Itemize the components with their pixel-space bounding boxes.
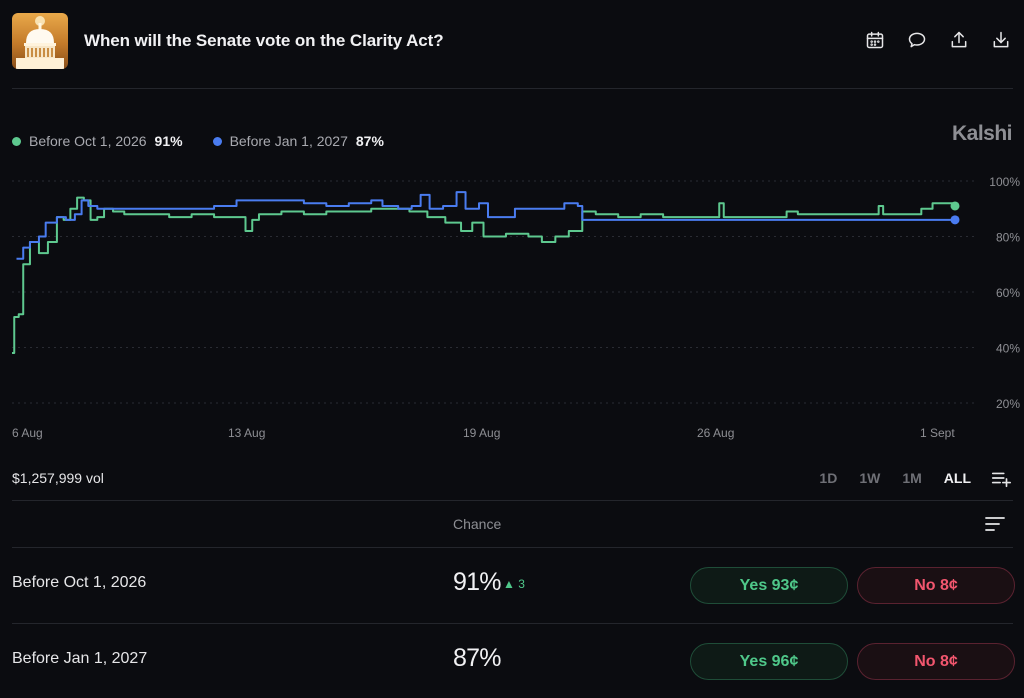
row-label: Before Jan 1, 2027 xyxy=(12,650,148,667)
legend-label: Before Jan 1, 2027 xyxy=(229,133,348,149)
x-tick-label: 1 Sept xyxy=(920,426,955,440)
table-divider xyxy=(12,547,1013,548)
x-tick-label: 26 Aug xyxy=(697,426,734,440)
y-tick-label: 100% xyxy=(989,175,1020,189)
comment-icon[interactable] xyxy=(906,29,928,51)
legend-item-jan: Before Jan 1, 2027 87% xyxy=(212,133,384,149)
row-chance: 87% xyxy=(453,644,501,672)
download-icon[interactable] xyxy=(990,29,1012,51)
x-tick-label: 6 Aug xyxy=(12,426,43,440)
tab-1m[interactable]: 1M xyxy=(902,470,922,486)
y-tick-label: 40% xyxy=(996,342,1020,356)
market-header: When will the Senate vote on the Clarity… xyxy=(0,0,1024,88)
range-tabs: 1D 1W 1M ALL xyxy=(808,466,1012,490)
tab-all[interactable]: ALL xyxy=(943,470,971,486)
series-end-dot xyxy=(950,215,960,225)
row-chance: 91% xyxy=(453,568,501,596)
series-line xyxy=(12,196,956,355)
buy-yes-button[interactable]: Yes 96¢ xyxy=(690,643,848,680)
table-divider-top xyxy=(12,500,1013,501)
series-end-dot xyxy=(950,201,960,211)
tab-1w[interactable]: 1W xyxy=(859,470,881,486)
y-tick-label: 60% xyxy=(996,286,1020,300)
volume-label: $1,257,999 vol xyxy=(12,470,104,486)
buy-yes-button[interactable]: Yes 93¢ xyxy=(690,567,848,604)
legend-dot xyxy=(12,136,21,146)
kalshi-brand: Kalshi xyxy=(951,122,1013,145)
table-row[interactable]: Before Oct 1, 2026 91% ▲ 3 Yes 93¢ No 8¢ xyxy=(0,547,1024,623)
y-tick-label: 20% xyxy=(996,397,1020,411)
capitol-logo xyxy=(12,13,68,69)
x-tick-label: 13 Aug xyxy=(228,426,265,440)
share-icon[interactable] xyxy=(948,29,970,51)
header-divider xyxy=(12,88,1013,89)
table-row[interactable]: Before Jan 1, 2027 87% Yes 96¢ No 8¢ xyxy=(0,623,1024,698)
legend-item-oct: Before Oct 1, 2026 91% xyxy=(12,133,183,149)
chart-legend: Before Oct 1, 2026 91% Before Jan 1, 202… xyxy=(12,133,384,149)
add-series-icon[interactable] xyxy=(990,467,1012,489)
chance-header: Chance xyxy=(453,516,502,532)
legend-value: 87% xyxy=(355,133,384,149)
calendar-icon[interactable] xyxy=(864,29,886,51)
row-label: Before Oct 1, 2026 xyxy=(12,574,147,591)
buy-no-button[interactable]: No 8¢ xyxy=(857,643,1015,680)
row-divider xyxy=(12,623,1013,624)
tab-1d[interactable]: 1D xyxy=(819,470,838,486)
buy-no-button[interactable]: No 8¢ xyxy=(857,567,1015,604)
y-tick-label: 80% xyxy=(996,231,1020,245)
row-change: ▲ 3 xyxy=(503,577,525,591)
legend-label: Before Oct 1, 2026 xyxy=(29,133,147,149)
table-header: Chance xyxy=(0,500,1024,547)
market-title: When will the Senate vote on the Clarity… xyxy=(84,31,444,50)
series-line xyxy=(16,191,955,260)
price-chart[interactable]: 100% 80% 60% 40% 20% 6 Aug 13 Aug 19 Aug 26 Aug 1… xyxy=(0,165,1024,445)
legend-value: 91% xyxy=(154,133,183,149)
sort-icon[interactable] xyxy=(985,516,1005,532)
legend-dot xyxy=(212,136,222,146)
x-tick-label: 19 Aug xyxy=(463,426,500,440)
